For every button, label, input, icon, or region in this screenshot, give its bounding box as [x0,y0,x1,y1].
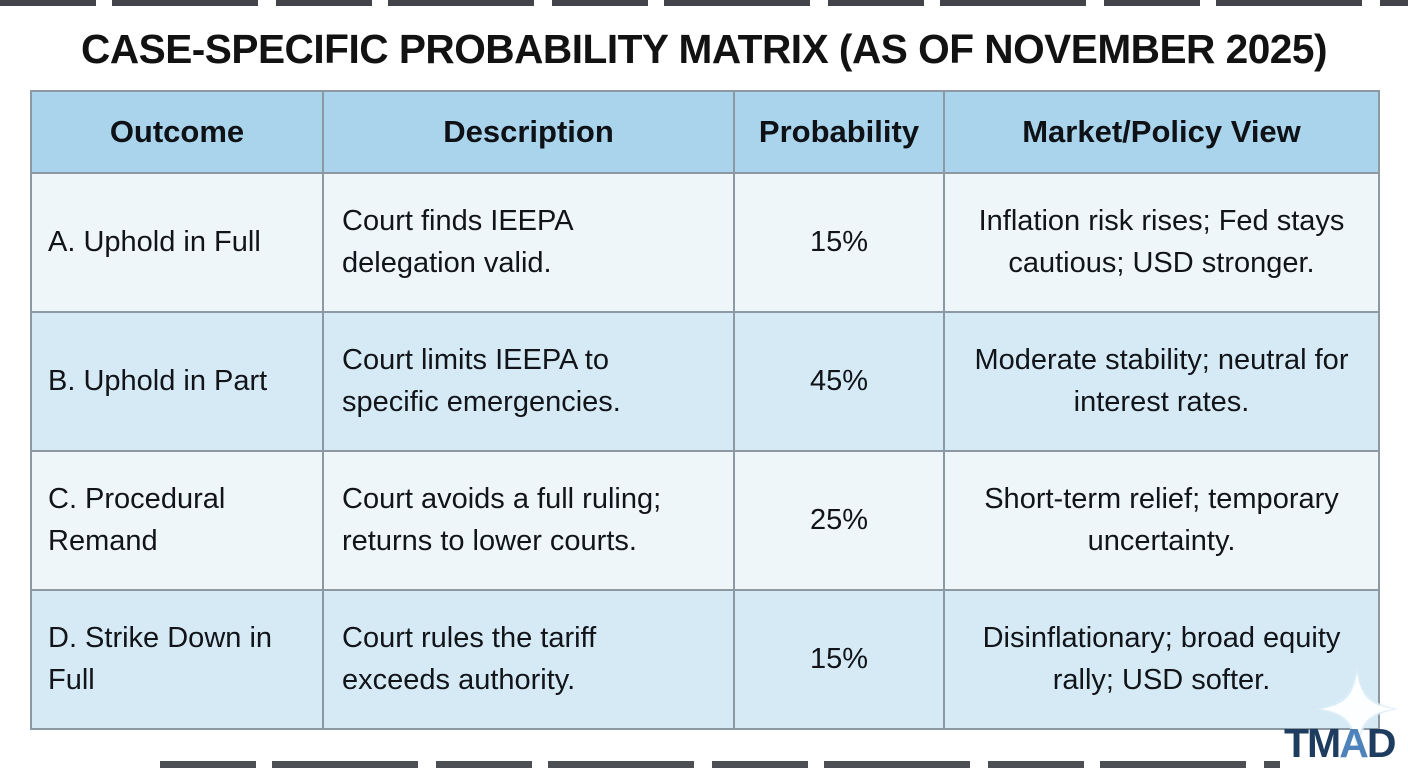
column-header-outcome: Outcome [30,90,324,174]
header-row: Outcome Description Probability Market/P… [30,90,1380,174]
column-header-description: Description [322,90,735,174]
table-row-d: D. Strike Down in Full Court rules the t… [30,589,1380,730]
cell-probability: 15% [733,589,945,730]
cell-description: Court finds IEEPA delegation valid. [322,172,735,313]
cell-market-view: Moderate stability; neutral for interest… [943,311,1380,452]
logo-letter-d: D [1366,720,1397,766]
column-header-probability: Probability [733,90,945,174]
brand-logo-tmad: TMAD [1284,720,1397,767]
logo-letters-tm: TM [1284,720,1341,766]
logo-letter-a: A [1339,720,1369,766]
table-row-a: A. Uphold in Full Court finds IEEPA dele… [30,172,1380,313]
cell-description: Court avoids a full ruling; returns to l… [322,450,735,591]
cell-probability: 15% [733,172,945,313]
cell-market-view: Short-term relief; temporary uncertainty… [943,450,1380,591]
probability-matrix-table: Outcome Description Probability Market/P… [30,90,1380,730]
cropped-text-strip-bottom [160,761,1280,768]
cell-probability: 25% [733,450,945,591]
cell-market-view: Inflation risk rises; Fed stays cautious… [943,172,1380,313]
cell-outcome: B. Uphold in Part [30,311,324,452]
cell-outcome: A. Uphold in Full [30,172,324,313]
column-header-market-view: Market/Policy View [943,90,1380,174]
page-title: CASE-SPECIFIC PROBABILITY MATRIX (AS OF … [80,26,1327,72]
table-row-b: B. Uphold in Part Court limits IEEPA to … [30,311,1380,452]
cell-market-view: Disinflationary; broad equity rally; USD… [943,589,1380,730]
cell-outcome: C. Procedural Remand [30,450,324,591]
cell-probability: 45% [733,311,945,452]
cell-description: Court limits IEEPA to specific emergenci… [322,311,735,452]
cell-outcome: D. Strike Down in Full [30,589,324,730]
cropped-text-strip-top [0,0,1408,6]
table-row-c: C. Procedural Remand Court avoids a full… [30,450,1380,591]
cell-description: Court rules the tariff exceeds authority… [322,589,735,730]
